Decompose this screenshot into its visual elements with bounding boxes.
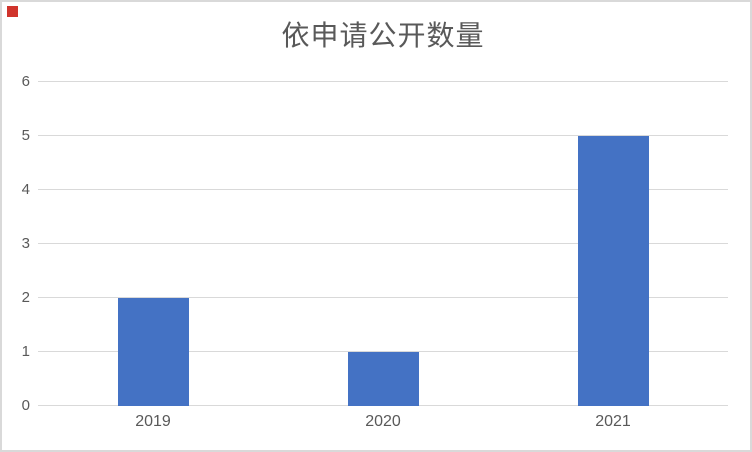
plot-area (38, 81, 728, 406)
x-axis-category-label: 2020 (365, 413, 401, 430)
x-axis-category-label: 2019 (135, 413, 171, 430)
chart-title: 依申请公开数量 (281, 20, 485, 51)
y-axis-tick-label: 5 (21, 127, 30, 144)
bar-2020 (347, 352, 419, 406)
gridline (38, 297, 728, 298)
gridline (38, 351, 728, 352)
gridline (38, 243, 728, 244)
y-axis-tick-label: 4 (21, 181, 30, 198)
y-axis: 0 1 2 3 4 5 6 (0, 73, 30, 414)
y-axis-tick-label: 2 (21, 289, 30, 306)
bar-2021 (577, 136, 649, 406)
bar-2019 (117, 298, 189, 406)
x-axis-category-label: 2021 (595, 413, 631, 430)
red-square-marker (7, 6, 18, 17)
y-axis-tick-label: 3 (21, 235, 30, 252)
y-axis-tick-label: 6 (21, 73, 30, 90)
gridline (38, 189, 728, 190)
y-axis-tick-label: 0 (21, 397, 30, 414)
x-axis: 2019 2020 2021 (38, 412, 728, 436)
gridline (38, 81, 728, 82)
y-axis-tick-label: 1 (21, 343, 30, 360)
gridline (38, 135, 728, 136)
